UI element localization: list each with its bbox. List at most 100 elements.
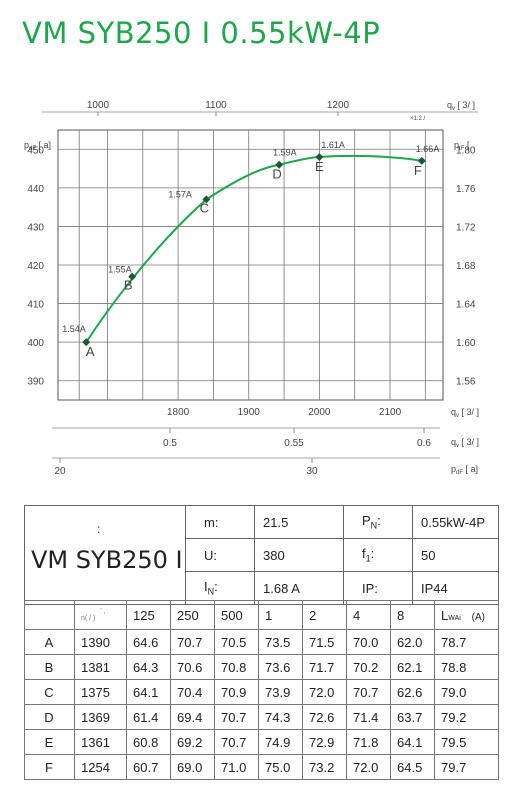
- right-axis-tick-label: 1.64: [456, 300, 476, 311]
- top-axis-tick-label: 1000: [87, 100, 110, 111]
- freq-header: 2: [302, 600, 347, 630]
- row-value: 64.3: [126, 654, 171, 680]
- row-value: 60.8: [126, 729, 171, 755]
- current-value: 1.68 A: [254, 571, 344, 605]
- row-value: 70.8: [214, 654, 259, 680]
- right-axis-tick-label: 1.68: [456, 261, 476, 272]
- sound-table-header: ' , n( / ) 125 250 500 1 2 4 8 LWAi (A): [24, 600, 499, 630]
- table-row: C 1375 64.1 70.4 70.9 73.9 72.0 70.7 62.…: [24, 679, 499, 705]
- freq-header: 500: [214, 600, 259, 630]
- model-name: VM SYB250 I: [31, 546, 183, 574]
- right-axis-tick-label: 1.72: [456, 222, 476, 233]
- row-value: 72.9: [302, 729, 347, 755]
- voltage-value: 380: [254, 538, 344, 572]
- row-value: 61.4: [126, 704, 171, 730]
- row-lwa: 79.5: [434, 729, 499, 755]
- spec-table: : VM SYB250 I m: 21.5 PN: 0.55kW-4P U: 3…: [24, 505, 499, 605]
- axis3-label: pdF [ a]: [451, 464, 478, 476]
- table-row: B 1381 64.3 70.6 70.8 73.6 71.7 70.2 62.…: [24, 654, 499, 680]
- data-point-current: 1.55A: [108, 265, 132, 275]
- row-lwa: 79.7: [434, 754, 499, 780]
- left-axis-tick-label: 410: [27, 300, 44, 311]
- row-value: 60.7: [126, 754, 171, 780]
- row-value: 70.0: [346, 629, 391, 655]
- power-label: PN:: [343, 505, 413, 539]
- row-value: 70.5: [214, 629, 259, 655]
- frequency-value: 50: [412, 538, 499, 572]
- axis2-tick-label: 0.5: [163, 438, 177, 449]
- top-axis-tick-label: 1200: [327, 100, 350, 111]
- row-value: 62.0: [390, 629, 435, 655]
- left-axis-label: pdF [ a]: [24, 140, 51, 152]
- row-value: 70.7: [346, 679, 391, 705]
- left-axis-tick-label: 450: [27, 145, 44, 156]
- voltage-label: U:: [185, 538, 255, 572]
- top-axis-extra: ×1.2 /: [410, 116, 426, 122]
- left-axis-tick-label: 390: [27, 377, 44, 388]
- row-value: 62.6: [390, 679, 435, 705]
- data-point-marker: [202, 195, 211, 204]
- data-point-current: 1.59A: [273, 148, 297, 158]
- row-speed: 1254: [74, 754, 127, 780]
- row-lwa: 79.2: [434, 704, 499, 730]
- row-value: 70.7: [214, 729, 259, 755]
- left-axis-tick-label: 420: [27, 261, 44, 272]
- row-speed: 1381: [74, 654, 127, 680]
- table-row: E 1361 60.8 69.2 70.7 74.9 72.9 71.8 64.…: [24, 729, 499, 755]
- row-value: 70.7: [214, 704, 259, 730]
- axis2-tick-label: 0.6: [417, 438, 431, 449]
- speed-header-label: n( / ): [81, 615, 96, 622]
- data-point-label: C: [200, 200, 209, 215]
- row-point: A: [24, 629, 75, 655]
- data-point-marker: [82, 338, 91, 347]
- right-axis-tick-label: 1.56: [456, 377, 476, 388]
- bottom-axis-tick-label: 1900: [238, 407, 261, 418]
- table-row: D 1369 61.4 69.4 70.7 74.3 72.6 71.4 63.…: [24, 704, 499, 730]
- axis2-tick-label: 0.55: [284, 438, 304, 449]
- row-value: 70.4: [170, 679, 215, 705]
- row-value: 71.5: [302, 629, 347, 655]
- right-axis-label: ptF [: [454, 140, 470, 152]
- row-value: 71.0: [214, 754, 259, 780]
- row-value: 70.2: [346, 654, 391, 680]
- row-value: 71.4: [346, 704, 391, 730]
- data-point-label: A: [86, 344, 95, 359]
- data-point-current: 1.57A: [168, 189, 192, 199]
- data-point-marker: [315, 153, 324, 161]
- lwa-header: LWAi (A): [434, 600, 499, 630]
- row-value: 73.2: [302, 754, 347, 780]
- left-axis-tick-label: 400: [27, 338, 44, 349]
- row-point: C: [24, 679, 75, 705]
- row-value: 64.1: [126, 679, 171, 705]
- row-value: 75.0: [258, 754, 303, 780]
- data-point-label: D: [272, 167, 281, 182]
- sound-table: ' , n( / ) 125 250 500 1 2 4 8 LWAi (A) …: [24, 600, 499, 780]
- power-value: 0.55kW-4P: [412, 505, 499, 539]
- table-row: F 1254 60.7 69.0 71.0 75.0 73.2 72.0 64.…: [24, 754, 499, 780]
- data-point-current: 1.61A: [321, 140, 345, 150]
- row-lwa: 79.0: [434, 679, 499, 705]
- top-axis-label: qv [ 3/ ]: [447, 100, 475, 112]
- speed-header-mark: ' ,: [100, 608, 106, 615]
- row-point: F: [24, 754, 75, 780]
- row-speed: 1361: [74, 729, 127, 755]
- freq-header: 8: [390, 600, 435, 630]
- left-axis-tick-label: 430: [27, 222, 44, 233]
- performance-chart: 1000 1100 1200 qv [ 3/ ] ×1.2 / pdF [ a] 390 40…: [24, 100, 479, 477]
- right-axis-tick-label: 1.76: [456, 184, 476, 195]
- row-value: 71.7: [302, 654, 347, 680]
- bottom-axis-tick-label: 2000: [308, 407, 331, 418]
- performance-curve: [85, 154, 422, 343]
- chart-axes: 1000 1100 1200 qv [ 3/ ] ×1.2 / pdF [ a] 390 40…: [24, 100, 479, 477]
- speed-header: ' , n( / ): [74, 600, 127, 630]
- mass-label: m:: [185, 505, 255, 539]
- row-value: 69.0: [170, 754, 215, 780]
- row-point: B: [24, 654, 75, 680]
- axis3-tick-label: 20: [54, 466, 66, 477]
- row-lwa: 78.7: [434, 629, 499, 655]
- freq-header: 125: [126, 600, 171, 630]
- chart-points: A1.54A B 1.55A C 1.57A D 1.59A E 1.61A F 1.66A: [62, 140, 439, 359]
- row-value: 74.9: [258, 729, 303, 755]
- row-value: 69.4: [170, 704, 215, 730]
- row-lwa: 78.8: [434, 654, 499, 680]
